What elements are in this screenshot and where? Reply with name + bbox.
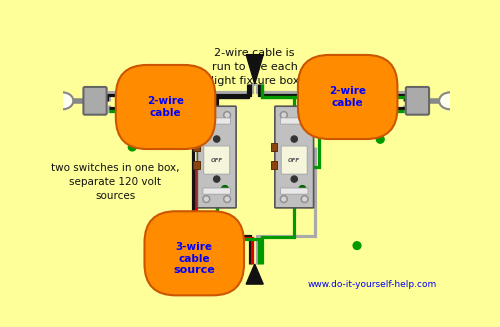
Ellipse shape xyxy=(52,92,74,109)
Circle shape xyxy=(204,113,208,117)
Text: 2-wire
cable: 2-wire cable xyxy=(329,86,366,108)
FancyBboxPatch shape xyxy=(281,146,307,174)
Circle shape xyxy=(214,176,220,182)
FancyBboxPatch shape xyxy=(203,118,230,124)
FancyBboxPatch shape xyxy=(198,106,236,208)
Circle shape xyxy=(224,196,230,202)
Text: www.do-it-yourself-help.com: www.do-it-yourself-help.com xyxy=(308,280,437,289)
Text: 3-wire
cable: 3-wire cable xyxy=(176,243,213,264)
Circle shape xyxy=(203,196,210,202)
Circle shape xyxy=(224,112,230,118)
Circle shape xyxy=(282,113,286,117)
Circle shape xyxy=(291,176,298,182)
Polygon shape xyxy=(246,55,263,84)
Text: OFF: OFF xyxy=(210,158,223,163)
Text: 2-wire
cable: 2-wire cable xyxy=(147,96,184,118)
Circle shape xyxy=(204,197,208,201)
FancyBboxPatch shape xyxy=(194,143,200,151)
Circle shape xyxy=(353,242,361,250)
Polygon shape xyxy=(246,264,263,284)
FancyBboxPatch shape xyxy=(203,188,230,194)
FancyBboxPatch shape xyxy=(271,143,277,151)
Circle shape xyxy=(291,136,298,142)
Ellipse shape xyxy=(439,92,461,109)
Circle shape xyxy=(280,112,287,118)
Circle shape xyxy=(376,135,384,143)
Text: source: source xyxy=(174,265,215,275)
Circle shape xyxy=(302,113,306,117)
Circle shape xyxy=(301,196,308,202)
Circle shape xyxy=(280,196,287,202)
FancyBboxPatch shape xyxy=(280,118,308,124)
Circle shape xyxy=(214,136,220,142)
FancyBboxPatch shape xyxy=(406,87,429,115)
Circle shape xyxy=(302,197,306,201)
Circle shape xyxy=(203,112,210,118)
FancyBboxPatch shape xyxy=(84,87,106,115)
Circle shape xyxy=(225,197,229,201)
Circle shape xyxy=(225,113,229,117)
FancyBboxPatch shape xyxy=(280,188,308,194)
FancyBboxPatch shape xyxy=(204,146,230,174)
FancyBboxPatch shape xyxy=(271,161,277,169)
Circle shape xyxy=(128,143,136,151)
Text: 2-wire cable is
run to the each
light fixture box: 2-wire cable is run to the each light fi… xyxy=(210,48,299,86)
FancyBboxPatch shape xyxy=(275,106,314,208)
Circle shape xyxy=(301,112,308,118)
FancyBboxPatch shape xyxy=(194,161,200,169)
Circle shape xyxy=(282,197,286,201)
Text: OFF: OFF xyxy=(288,158,300,163)
Circle shape xyxy=(222,186,228,193)
Text: two switches in one box,
separate 120 volt
sources: two switches in one box, separate 120 vo… xyxy=(51,163,180,201)
Circle shape xyxy=(299,186,306,193)
